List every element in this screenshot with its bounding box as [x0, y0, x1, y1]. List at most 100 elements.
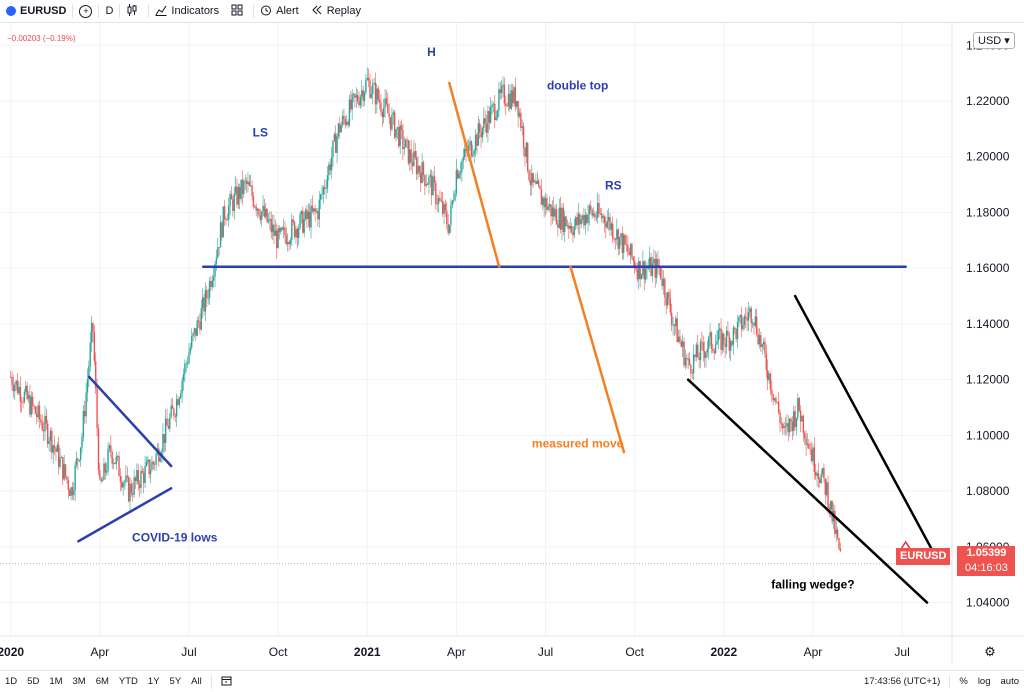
candle-body: [620, 233, 621, 237]
candle-body: [494, 104, 495, 120]
clock-time[interactable]: 17:43:56 (UTC+1): [859, 676, 945, 687]
replay-button[interactable]: Replay: [305, 0, 367, 22]
range-5d[interactable]: 5D: [22, 676, 44, 687]
chart-type-button[interactable]: [120, 0, 148, 22]
candle-body: [693, 355, 694, 374]
candle-body: [838, 538, 839, 549]
goto-date-button[interactable]: [216, 675, 237, 689]
range-6m[interactable]: 6M: [91, 676, 114, 687]
candle-body: [294, 222, 295, 237]
candle-body: [557, 225, 558, 228]
range-3m[interactable]: 3M: [68, 676, 91, 687]
candle-body: [538, 181, 539, 186]
candle-body: [672, 325, 673, 326]
candle-body: [195, 328, 196, 336]
candle-body: [173, 409, 174, 416]
candle-body: [202, 297, 203, 308]
alert-button[interactable]: Alert: [254, 0, 305, 22]
candle-body: [33, 406, 34, 407]
currency-dropdown[interactable]: USD ▾: [973, 32, 1015, 49]
range-ytd[interactable]: YTD: [114, 676, 143, 687]
candle-body: [428, 177, 429, 185]
candle-body: [771, 390, 772, 394]
candle-body: [783, 426, 784, 428]
candle-body: [631, 244, 632, 258]
candle-body: [612, 224, 613, 239]
candle-body: [682, 341, 683, 346]
candle-body: [539, 186, 540, 189]
bottom-right-controls: 17:43:56 (UTC+1) % log auto: [859, 671, 1024, 692]
log-toggle[interactable]: log: [973, 676, 996, 687]
range-1y[interactable]: 1Y: [143, 676, 165, 687]
interval-button[interactable]: D: [99, 0, 119, 22]
candle-body: [604, 216, 605, 223]
candle-body: [718, 330, 719, 340]
candle-body: [803, 416, 804, 433]
candle-body: [789, 419, 790, 433]
candle-body: [661, 278, 662, 286]
candle-body: [752, 323, 753, 324]
candle-body: [579, 214, 580, 224]
bottom-toolbar: 1D 5D 1M 3M 6M YTD 1Y 5Y All 17:43:56 (U…: [0, 670, 1024, 692]
candle-body: [794, 411, 795, 427]
candle-body: [687, 358, 688, 359]
candle-body: [663, 279, 664, 286]
candle-body: [170, 406, 171, 418]
auto-toggle[interactable]: auto: [996, 676, 1024, 687]
candle-body: [696, 345, 697, 357]
candle-body: [59, 458, 60, 467]
candle-body: [808, 444, 809, 449]
candle-body: [690, 365, 691, 373]
candle-body: [812, 447, 813, 461]
candle-body: [192, 333, 193, 336]
candle-body: [107, 449, 108, 471]
candle-body: [511, 90, 512, 108]
x-tick-label: Apr: [90, 645, 109, 659]
indicators-button[interactable]: Indicators: [149, 0, 225, 22]
range-all[interactable]: All: [186, 676, 207, 687]
candle-body: [316, 211, 317, 212]
candle-body: [406, 139, 407, 140]
candle-body: [707, 349, 708, 352]
candle-body: [235, 186, 236, 193]
range-1m[interactable]: 1M: [44, 676, 67, 687]
candle-body: [482, 128, 483, 138]
range-5y[interactable]: 5Y: [165, 676, 187, 687]
candle-body: [633, 257, 634, 260]
candle-body: [17, 381, 18, 394]
candle-body: [147, 460, 148, 462]
candle-body: [601, 214, 602, 218]
range-1d[interactable]: 1D: [0, 676, 22, 687]
candle-body: [242, 180, 243, 194]
candle-body: [405, 139, 406, 147]
candle-body: [194, 328, 195, 333]
candle-body: [54, 445, 55, 448]
chart-canvas[interactable]: 1.240001.220001.200001.180001.160001.140…: [0, 23, 1024, 670]
templates-button[interactable]: [225, 0, 253, 22]
candle-body: [136, 470, 137, 481]
candle-body: [520, 113, 521, 128]
candle-body: [553, 207, 554, 216]
candle-body: [125, 476, 126, 483]
candle-body: [431, 175, 432, 195]
candle-body: [15, 381, 16, 385]
percent-toggle[interactable]: %: [954, 676, 972, 687]
candle-body: [480, 132, 481, 137]
y-tick-label: 1.12000: [966, 373, 1010, 387]
candle-body: [357, 95, 358, 101]
candle-body: [619, 237, 620, 249]
compare-button[interactable]: +: [73, 0, 98, 22]
candle-body: [13, 385, 14, 391]
annotation-label: falling wedge?: [771, 577, 854, 591]
candle-body: [744, 317, 745, 325]
candle-body: [578, 214, 579, 225]
candle-body: [91, 323, 92, 342]
candle-body: [434, 176, 435, 182]
candle-body: [309, 212, 310, 228]
symbol-search[interactable]: EURUSD: [0, 0, 72, 22]
candle-body: [243, 181, 244, 194]
candle-body: [816, 473, 817, 476]
candle-body: [635, 268, 636, 269]
candle-body: [463, 157, 464, 161]
candle-body: [228, 206, 229, 220]
